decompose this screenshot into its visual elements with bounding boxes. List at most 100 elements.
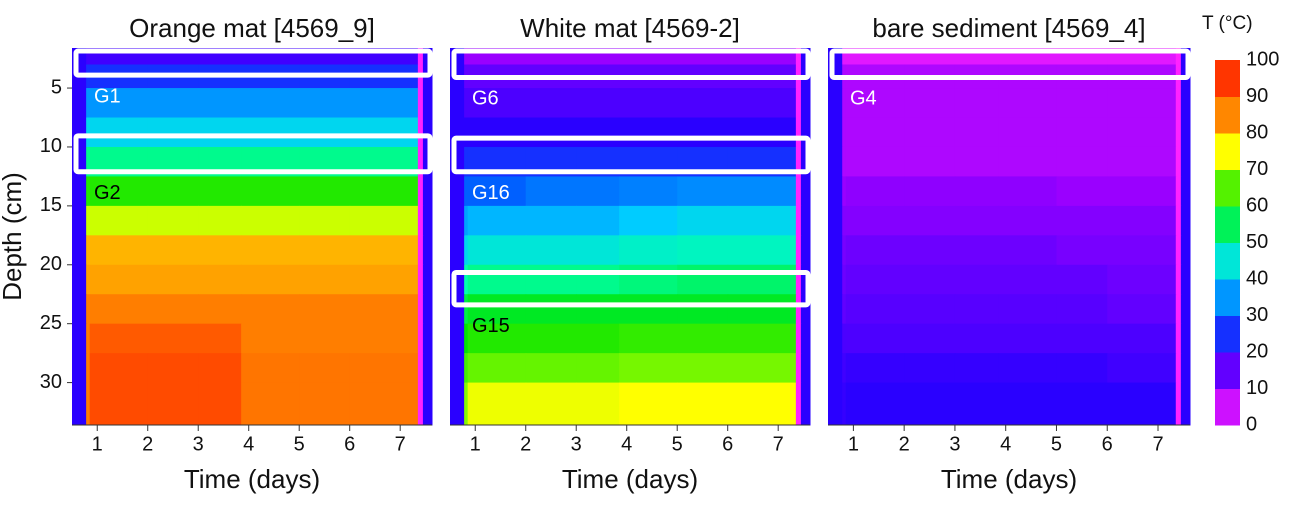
panel-title: White mat [4569-2] <box>520 13 740 43</box>
heat-cell <box>828 118 843 148</box>
colorbar-band <box>1215 279 1240 316</box>
heat-cell <box>796 324 802 354</box>
heat-cell <box>842 265 846 295</box>
heat-cell <box>846 383 905 426</box>
x-tick-label: 6 <box>1102 433 1113 455</box>
heat-cell <box>299 206 350 236</box>
heat-cell <box>86 206 90 236</box>
heat-cell <box>677 88 728 118</box>
heat-cell <box>464 353 468 383</box>
heat-cell <box>468 235 527 265</box>
heat-cell <box>72 206 87 236</box>
heat-cell <box>526 88 577 118</box>
heat-cell <box>241 294 300 324</box>
heat-cell <box>148 353 199 383</box>
heat-cell <box>423 294 433 324</box>
heat-cell <box>828 176 843 206</box>
heat-cell <box>72 383 87 426</box>
heat-cell <box>796 383 802 426</box>
heat-cell <box>464 206 468 236</box>
heat-cell <box>148 324 199 354</box>
colorbar-tick-label: 0 <box>1246 413 1257 435</box>
heat-cell <box>955 324 999 354</box>
heat-cell <box>801 235 811 265</box>
panel-title: bare sediment [4569_4] <box>872 13 1145 43</box>
heat-cell <box>677 176 728 206</box>
region-label: G2 <box>94 182 121 204</box>
heat-cell <box>1056 176 1107 206</box>
y-tick-label: 20 <box>40 253 62 275</box>
heat-cell <box>998 206 1057 236</box>
heat-cell <box>576 294 619 324</box>
heat-cell <box>350 353 419 383</box>
heat-cell <box>241 235 300 265</box>
heat-cell <box>468 383 527 426</box>
heat-cell <box>72 235 87 265</box>
heat-cell <box>423 206 433 236</box>
heat-cell <box>86 235 90 265</box>
x-tick-label: 2 <box>520 433 531 455</box>
heat-cell <box>728 176 797 206</box>
heat-cell <box>450 324 465 354</box>
heat-cell <box>998 235 1057 265</box>
colorbar-band <box>1215 60 1240 97</box>
heat-cell <box>1176 235 1182 265</box>
heat-cell <box>1107 383 1176 426</box>
colorbar-band <box>1215 133 1240 170</box>
heat-cell <box>90 294 149 324</box>
heat-cell <box>86 265 90 295</box>
x-tick-label: 4 <box>243 433 254 455</box>
heat-cell <box>148 235 199 265</box>
colorbar-band <box>1215 352 1240 389</box>
colorbar-tick-label: 100 <box>1246 48 1279 70</box>
heat-cell <box>842 206 846 236</box>
heat-cell <box>148 265 199 295</box>
heat-cell <box>198 206 241 236</box>
heat-cell <box>828 353 843 383</box>
heat-cell <box>148 294 199 324</box>
heat-cell <box>423 383 433 426</box>
heat-cell <box>464 265 468 295</box>
heat-cell <box>998 294 1057 324</box>
heat-cell <box>801 324 811 354</box>
heat-cell <box>1181 176 1191 206</box>
heat-cell <box>576 206 619 236</box>
heat-cell <box>828 265 843 295</box>
heat-cell <box>450 383 465 426</box>
heat-cell <box>423 88 433 118</box>
heat-cell <box>576 176 619 206</box>
heat-cell <box>904 176 955 206</box>
heat-cell <box>464 383 468 426</box>
heat-cell <box>72 324 87 354</box>
x-tick-label: 3 <box>571 433 582 455</box>
heat-cell <box>842 147 846 177</box>
heat-cell <box>86 176 90 206</box>
heat-cell <box>998 176 1057 206</box>
heat-cell <box>423 235 433 265</box>
heat-cell <box>450 176 465 206</box>
heat-cell <box>1107 265 1176 295</box>
heat-cell <box>998 324 1057 354</box>
x-tick-label: 5 <box>672 433 683 455</box>
x-tick-label: 7 <box>395 433 406 455</box>
heat-cell <box>526 353 577 383</box>
heat-cell <box>526 383 577 426</box>
heat-cell <box>998 118 1057 148</box>
heat-cell <box>842 118 846 148</box>
heat-cell <box>1107 206 1176 236</box>
heat-cell <box>90 265 149 295</box>
heat-cell <box>86 383 90 426</box>
heat-cell <box>677 265 728 295</box>
heat-cell <box>998 353 1057 383</box>
heat-cell <box>998 147 1057 177</box>
heat-cell <box>148 118 199 148</box>
heat-cell <box>468 265 527 295</box>
heat-cell <box>90 324 149 354</box>
heat-cell <box>90 353 149 383</box>
heat-cell <box>423 353 433 383</box>
heat-cell <box>464 235 468 265</box>
heat-cell <box>468 353 527 383</box>
heat-cell <box>677 294 728 324</box>
heat-cell <box>350 176 419 206</box>
